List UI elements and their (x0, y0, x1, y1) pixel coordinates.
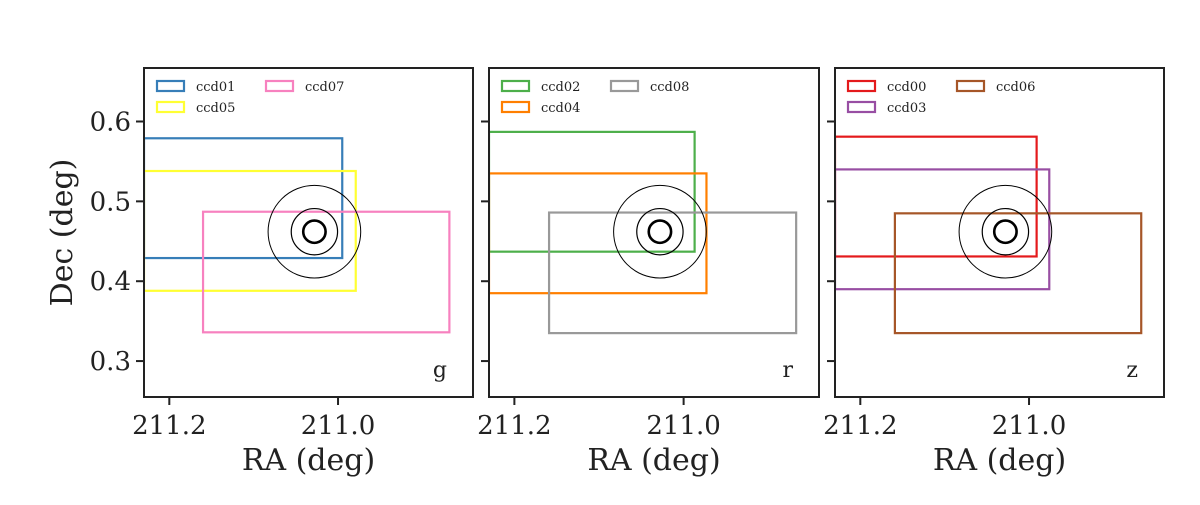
ccd-footprint-ccd08 (547, 211, 798, 335)
legend-swatch-ccd00 (846, 79, 877, 93)
ccd-footprint-ccd04 (489, 172, 708, 295)
panel-r: 211.2 211.0RA (deg) r ccd02 ccd04 ccd08 (477, 67, 820, 478)
legend-swatch-ccd03 (846, 100, 877, 114)
legend-label-ccd04: ccd04 (541, 101, 580, 116)
legend-swatch-ccd08 (609, 79, 640, 93)
ccd-footprint-ccd01 (144, 137, 344, 260)
band-label: g (433, 358, 447, 383)
target-circle (636, 207, 684, 256)
plot-area (489, 130, 798, 335)
legend-label-ccd06: ccd06 (996, 80, 1035, 95)
band-label: z (1126, 358, 1138, 383)
y-tick-label: 0.3 (90, 347, 131, 377)
legend-label-ccd00: ccd00 (887, 80, 926, 95)
ccd-footprint-ccd03 (835, 168, 1051, 291)
target-circle (301, 219, 327, 245)
ccd-footprint-ccd06 (893, 212, 1143, 335)
plot-area (144, 137, 451, 334)
axes-frame (834, 67, 1165, 398)
x-axis-title: RA (deg) (242, 443, 375, 478)
legend-swatch-ccd01 (155, 79, 186, 93)
legend-label-ccd05: ccd05 (196, 101, 235, 116)
x-tick-label: 211.0 (992, 411, 1066, 441)
legend: ccd01 ccd05 ccd07 (155, 79, 344, 116)
legend-swatch-ccd06 (955, 79, 986, 93)
legend-swatch-ccd05 (155, 100, 186, 114)
target-circle (267, 184, 362, 279)
y-tick-label: 0.6 (90, 108, 131, 138)
ccd-footprint-ccd02 (489, 130, 696, 253)
legend-swatch-ccd02 (500, 79, 531, 93)
x-axis-title: RA (deg) (933, 443, 1066, 478)
legend-label-ccd01: ccd01 (196, 80, 235, 95)
legend-label-ccd08: ccd08 (650, 80, 689, 95)
ccd-footprint-ccd05 (144, 169, 357, 292)
y-axis-title: Dec (deg) (45, 159, 80, 307)
x-tick-label: 211.2 (823, 411, 897, 441)
x-tick-label: 211.0 (646, 411, 720, 441)
x-axis-title: RA (deg) (587, 443, 720, 478)
target-circle (290, 207, 339, 256)
legend-label-ccd07: ccd07 (305, 80, 344, 95)
axes-frame (143, 67, 474, 398)
x-tick-label: 211.0 (301, 411, 375, 441)
target-circle (647, 219, 673, 245)
legend-label-ccd02: ccd02 (541, 80, 580, 95)
legend: ccd02 ccd04 ccd08 (500, 79, 689, 116)
target-circle (981, 207, 1030, 256)
panel-z: 211.2 211.0RA (deg) z ccd00 ccd03 ccd06 (823, 67, 1165, 478)
x-tick-label: 211.2 (132, 411, 206, 441)
legend-swatch-ccd04 (500, 100, 531, 114)
x-tick-label: 211.2 (477, 411, 551, 441)
y-tick-label: 0.5 (90, 187, 131, 217)
legend-label-ccd03: ccd03 (887, 101, 926, 116)
legend-swatch-ccd07 (264, 79, 295, 93)
target-circle (958, 184, 1053, 279)
legend: ccd00 ccd03 ccd06 (846, 79, 1035, 116)
target-circle (992, 219, 1018, 245)
target-circle (613, 184, 707, 279)
y-tick-label: 0.4 (90, 267, 131, 297)
panel-g: 211.2 211.0 0.6 0.5 0.4 0.3 RA (deg) Dec (deg) g… (45, 67, 474, 478)
axes-frame (488, 67, 820, 398)
plot-area (835, 135, 1143, 335)
band-label: r (782, 358, 793, 383)
ccd-footprint-ccd00 (835, 135, 1038, 258)
